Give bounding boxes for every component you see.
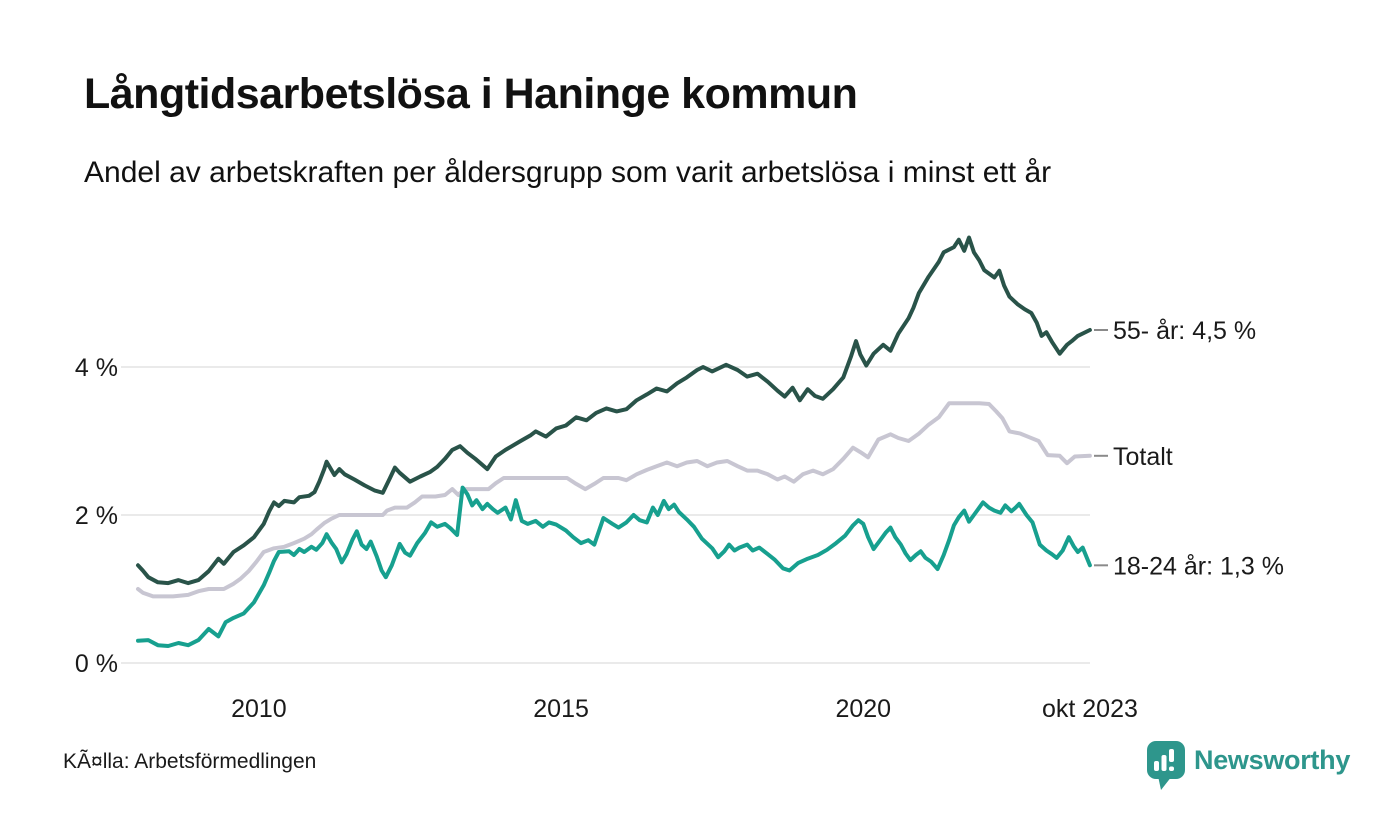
y-axis-tick-label: 4 % xyxy=(75,354,118,382)
source-note: KÃ¤lla: Arbetsförmedlingen xyxy=(63,750,317,773)
y-axis-tick-label: 0 % xyxy=(75,650,118,678)
x-axis-tick-label: 2015 xyxy=(533,695,589,723)
series-line-18-24 xyxy=(136,485,1092,648)
newsworthy-logo-icon xyxy=(1147,741,1185,790)
x-axis-tick-label: okt 2023 xyxy=(1042,695,1138,723)
page-subtitle: Andel av arbetskraften per åldersgrupp s… xyxy=(84,156,1052,189)
x-axis-tick-label: 2010 xyxy=(231,695,287,723)
series-end-label-55plus: 55- år: 4,5 % xyxy=(1113,317,1256,345)
page-title: Långtidsarbetslösa i Haninge kommun xyxy=(84,70,858,118)
branding: Newsworthy xyxy=(1146,740,1350,794)
series-line-55plus xyxy=(136,235,1092,586)
series-end-label-totalt: Totalt xyxy=(1113,443,1173,471)
brand-wordmark: Newsworthy xyxy=(1194,745,1351,775)
y-axis-tick-label: 2 % xyxy=(75,502,118,530)
series-end-label-18-24: 18-24 år: 1,3 % xyxy=(1113,552,1284,580)
x-axis-tick-label: 2020 xyxy=(835,695,891,723)
series-line-totalt xyxy=(136,401,1092,599)
